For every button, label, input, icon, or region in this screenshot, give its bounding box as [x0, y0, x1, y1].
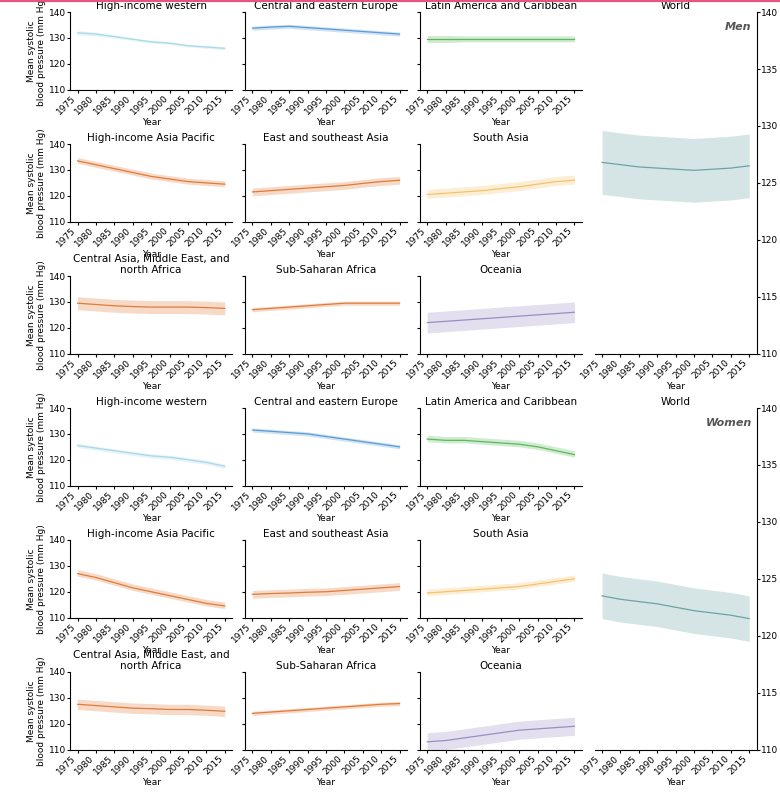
Title: High-income western: High-income western [96, 397, 207, 407]
Text: Women: Women [705, 418, 752, 428]
Y-axis label: Mean systolic
blood pressure (mm Hg): Mean systolic blood pressure (mm Hg) [27, 260, 46, 370]
X-axis label: Year: Year [317, 382, 335, 391]
Y-axis label: Mean systolic
blood pressure (mm Hg): Mean systolic blood pressure (mm Hg) [27, 0, 46, 106]
Title: High-income Asia Pacific: High-income Asia Pacific [87, 530, 215, 539]
Title: East and southeast Asia: East and southeast Asia [263, 133, 388, 143]
X-axis label: Year: Year [142, 382, 161, 391]
X-axis label: Year: Year [491, 513, 510, 523]
Y-axis label: Mean systolic
blood pressure (mm Hg): Mean systolic blood pressure (mm Hg) [27, 524, 46, 634]
Title: Oceania: Oceania [480, 661, 522, 671]
X-axis label: Year: Year [491, 382, 510, 391]
Title: World: World [661, 2, 690, 11]
Title: Central Asia, Middle East, and
north Africa: Central Asia, Middle East, and north Afr… [73, 650, 229, 671]
Title: High-income western: High-income western [96, 2, 207, 11]
X-axis label: Year: Year [666, 382, 685, 391]
X-axis label: Year: Year [317, 118, 335, 127]
X-axis label: Year: Year [317, 646, 335, 654]
X-axis label: Year: Year [491, 118, 510, 127]
Title: South Asia: South Asia [473, 530, 529, 539]
Title: Sub-Saharan Africa: Sub-Saharan Africa [276, 265, 376, 276]
Title: Sub-Saharan Africa: Sub-Saharan Africa [276, 661, 376, 671]
X-axis label: Year: Year [142, 118, 161, 127]
X-axis label: Year: Year [317, 778, 335, 787]
Title: Central Asia, Middle East, and
north Africa: Central Asia, Middle East, and north Afr… [73, 254, 229, 276]
X-axis label: Year: Year [317, 250, 335, 259]
X-axis label: Year: Year [491, 778, 510, 787]
Y-axis label: Mean systolic
blood pressure (mm Hg): Mean systolic blood pressure (mm Hg) [27, 392, 46, 501]
Title: Oceania: Oceania [480, 265, 522, 276]
X-axis label: Year: Year [317, 513, 335, 523]
Title: Latin America and Caribbean: Latin America and Caribbean [425, 2, 577, 11]
X-axis label: Year: Year [142, 513, 161, 523]
Text: Men: Men [725, 23, 752, 32]
Title: Central and eastern Europe: Central and eastern Europe [254, 397, 398, 407]
Y-axis label: Mean systolic
blood pressure (mm Hg): Mean systolic blood pressure (mm Hg) [27, 128, 46, 238]
X-axis label: Year: Year [491, 250, 510, 259]
X-axis label: Year: Year [142, 778, 161, 787]
Title: South Asia: South Asia [473, 133, 529, 143]
X-axis label: Year: Year [666, 778, 685, 787]
Title: World: World [661, 397, 690, 407]
Title: Latin America and Caribbean: Latin America and Caribbean [425, 397, 577, 407]
X-axis label: Year: Year [142, 250, 161, 259]
Title: Central and eastern Europe: Central and eastern Europe [254, 2, 398, 11]
Y-axis label: Mean systolic
blood pressure (mm Hg): Mean systolic blood pressure (mm Hg) [27, 656, 46, 766]
Title: East and southeast Asia: East and southeast Asia [263, 530, 388, 539]
X-axis label: Year: Year [491, 646, 510, 654]
X-axis label: Year: Year [142, 646, 161, 654]
Title: High-income Asia Pacific: High-income Asia Pacific [87, 133, 215, 143]
